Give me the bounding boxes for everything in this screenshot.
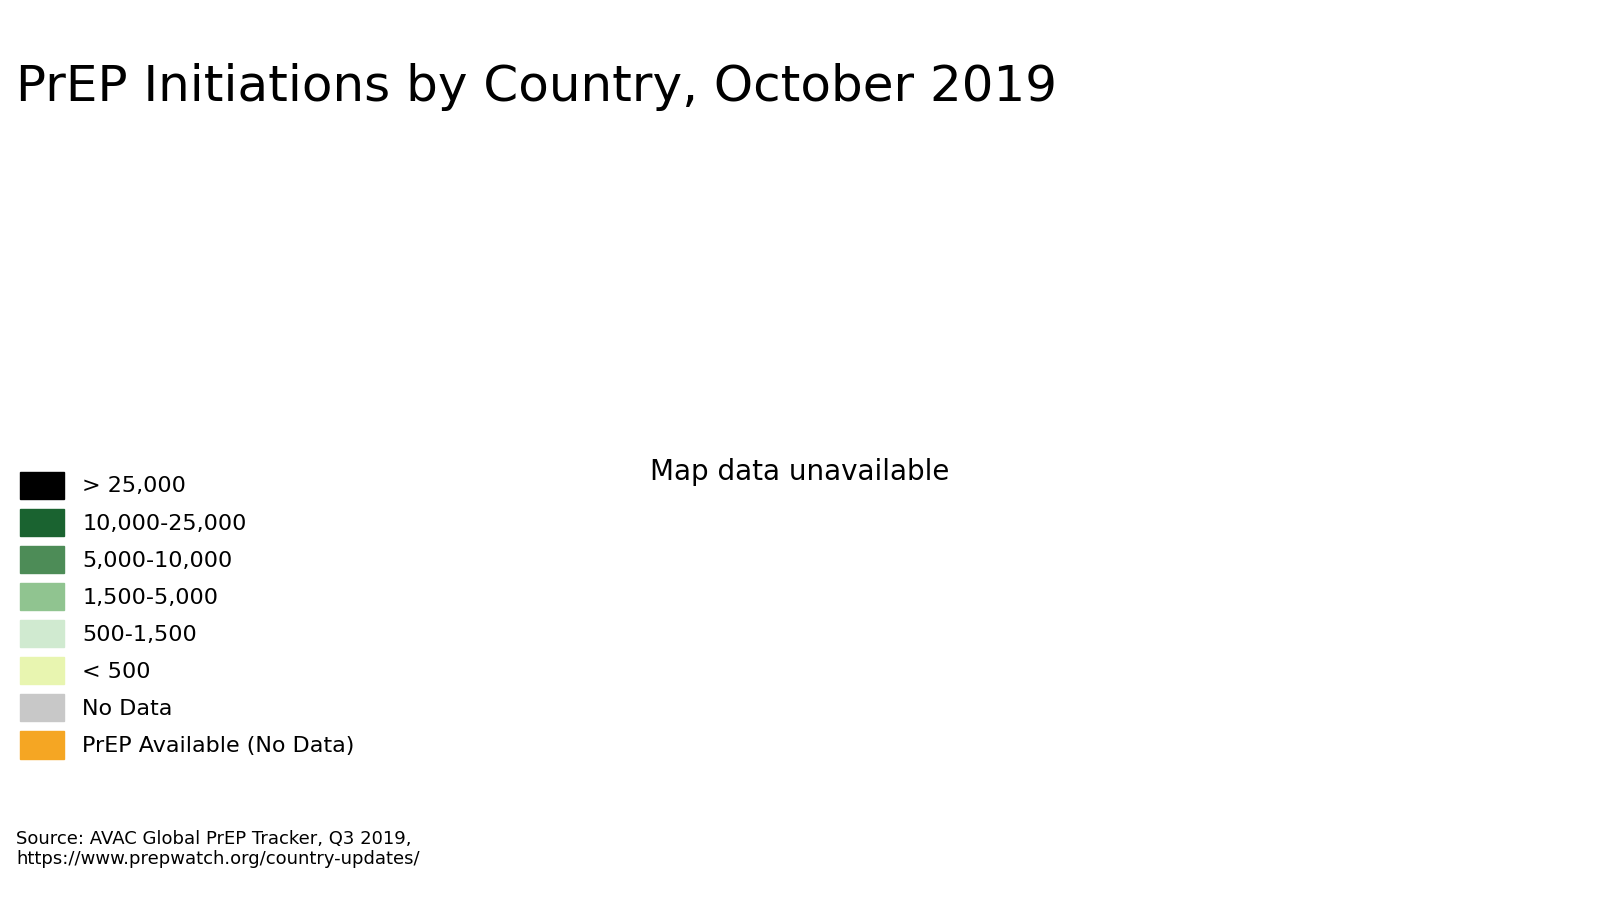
Text: Map data unavailable: Map data unavailable [650,458,950,487]
Text: PrEP Initiations by Country, October 2019: PrEP Initiations by Country, October 201… [16,63,1058,111]
Legend: > 25,000, 10,000-25,000, 5,000-10,000, 1,500-5,000, 500-1,500, < 500, No Data, P: > 25,000, 10,000-25,000, 5,000-10,000, 1… [11,463,363,768]
Text: Source: AVAC Global PrEP Tracker, Q3 2019,
https://www.prepwatch.org/country-upd: Source: AVAC Global PrEP Tracker, Q3 201… [16,830,419,868]
